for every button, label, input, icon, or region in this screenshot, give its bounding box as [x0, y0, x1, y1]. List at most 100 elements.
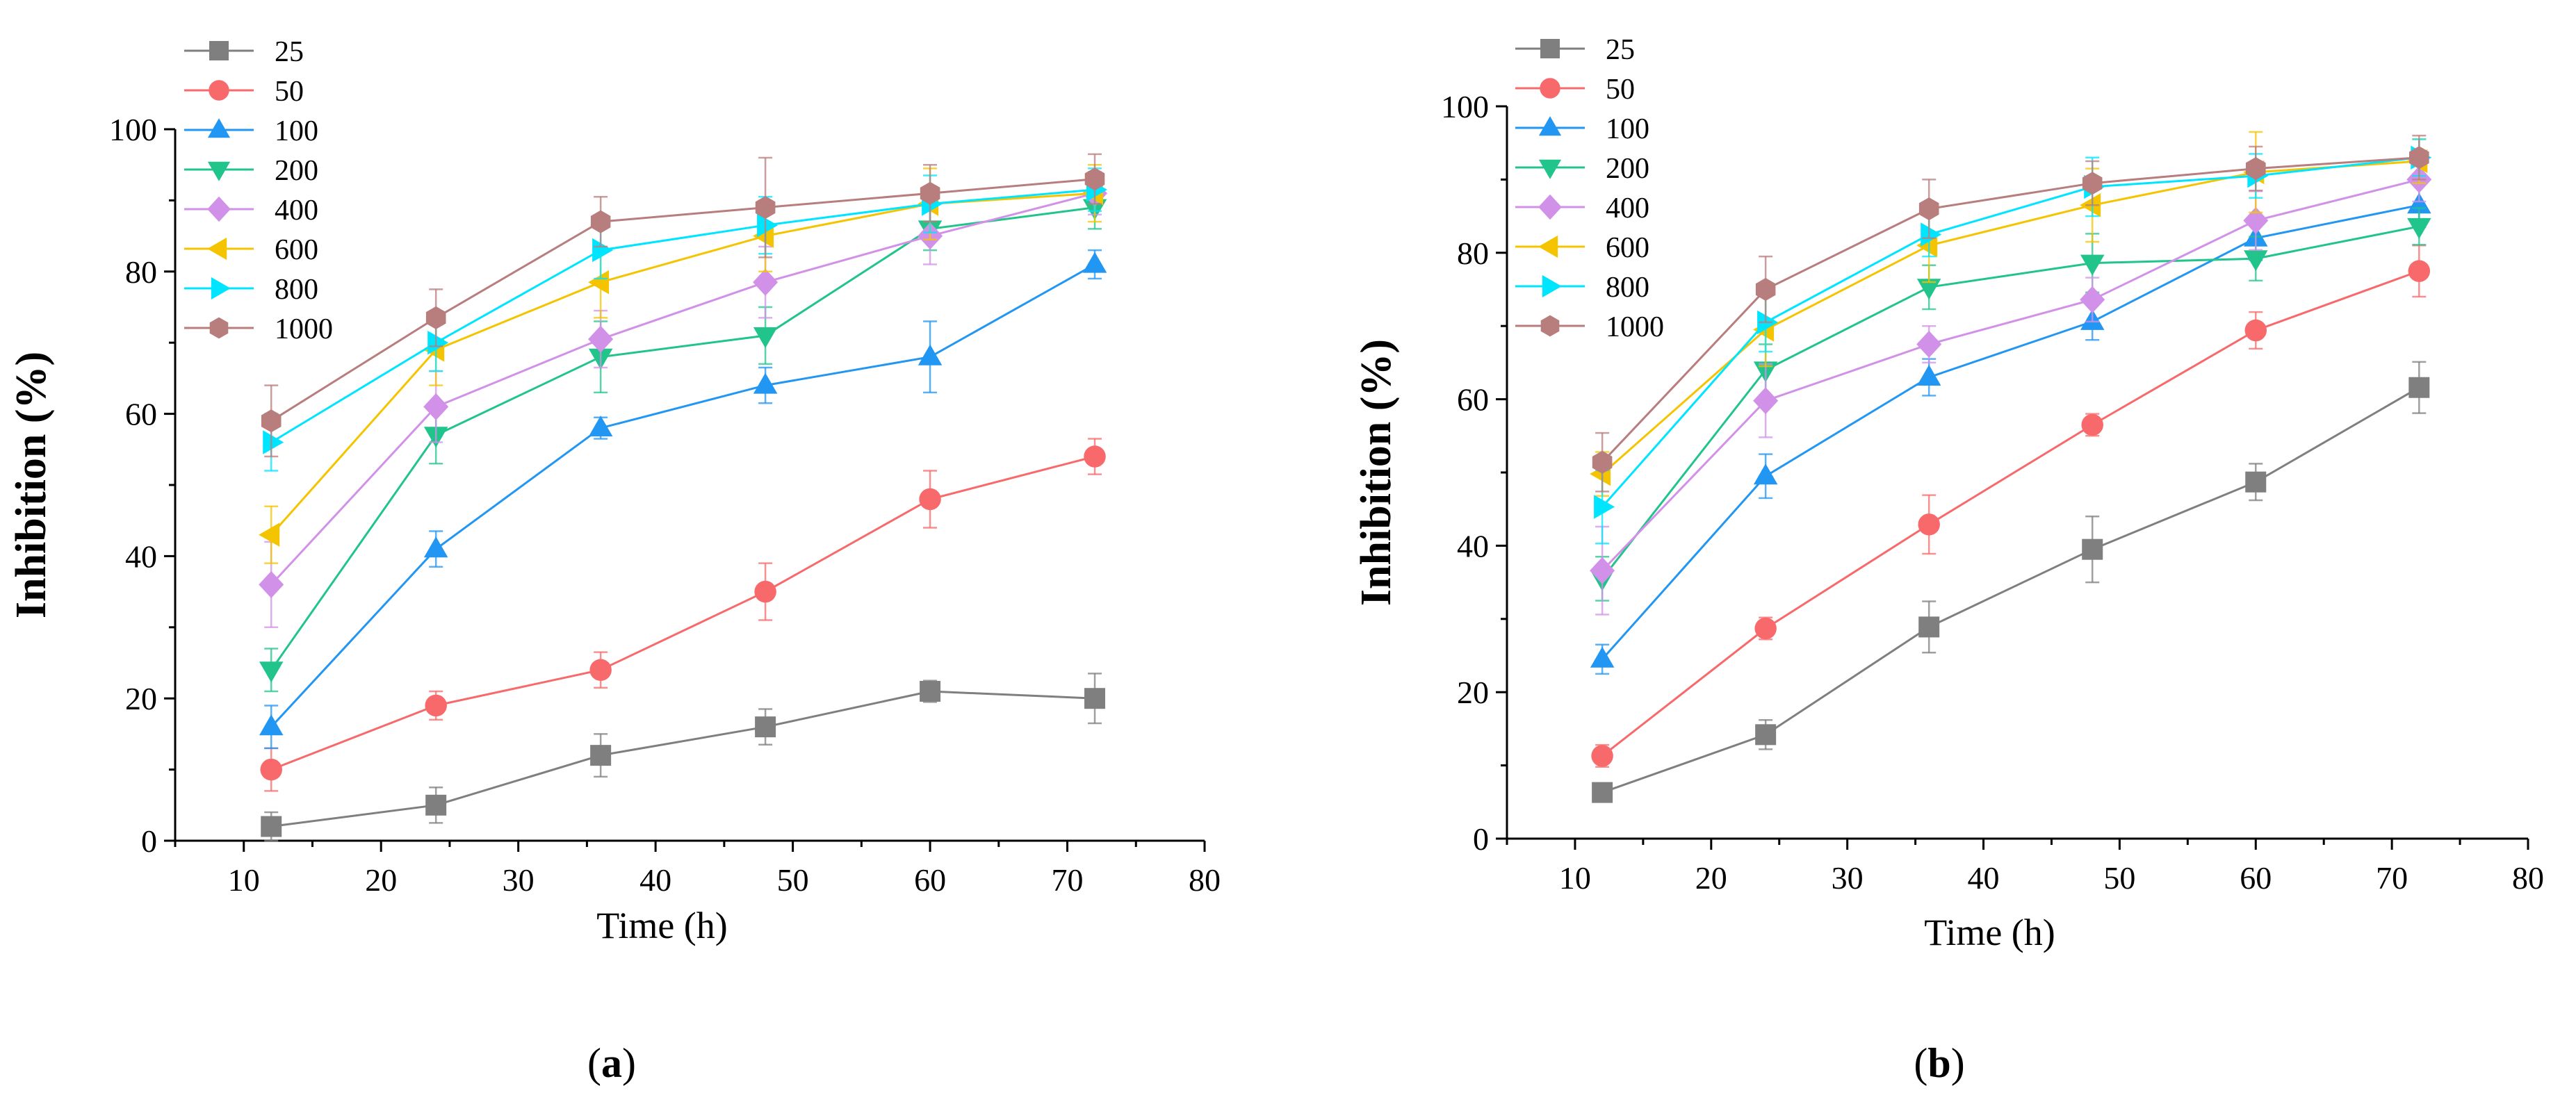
data-point: [2245, 471, 2267, 493]
y-axis-title: Inhibition (%): [8, 352, 55, 618]
legend-marker: [1538, 116, 1562, 136]
data-point: [2243, 206, 2269, 234]
data-point: [261, 409, 282, 433]
x-tick-label: 60: [2240, 860, 2272, 896]
data-point: [1753, 387, 1779, 415]
data-point: [2408, 260, 2431, 282]
data-point: [588, 325, 614, 353]
data-point: [2244, 319, 2267, 342]
data-point: [1590, 646, 1615, 668]
legend-label: 200: [1606, 153, 1649, 185]
x-axis-title: Time (h): [1924, 912, 2055, 953]
series-100: [259, 249, 1107, 750]
legend-label: 25: [1606, 34, 1635, 66]
data-point: [590, 745, 612, 766]
y-tick-label: 20: [1457, 675, 1489, 710]
data-point: [1916, 279, 1941, 300]
data-point: [755, 196, 776, 220]
legend-label: 400: [1606, 192, 1649, 224]
data-point: [2244, 250, 2268, 272]
legend-marker: [1542, 274, 1562, 298]
y-tick-label: 20: [125, 681, 157, 716]
series-line: [1601, 204, 2420, 660]
data-point: [2082, 538, 2103, 560]
panel-label: (b): [1914, 1040, 1964, 1086]
data-point: [1755, 724, 1777, 746]
series-200: [1590, 207, 2431, 602]
legend-marker: [211, 277, 231, 300]
x-tick-label: 30: [1832, 860, 1864, 896]
series-line: [1601, 160, 2420, 475]
x-tick-label: 10: [1559, 860, 1591, 896]
legend: 25 50 100 200 400 600 800 1000: [1515, 34, 1664, 343]
data-point: [1921, 222, 1942, 247]
x-tick-label: 20: [1695, 860, 1727, 896]
x-axis-title: Time (h): [596, 905, 728, 946]
x-tick-label: 30: [503, 862, 535, 898]
series-line: [1601, 386, 2420, 794]
data-point: [2407, 217, 2431, 239]
data-point: [2080, 254, 2105, 276]
data-point: [423, 393, 449, 420]
legend-label: 100: [275, 115, 318, 147]
data-point: [2409, 146, 2429, 170]
legend: 25 50 100 200 400 600 800 1000: [184, 36, 333, 345]
data-point: [259, 570, 284, 598]
series-line: [1601, 178, 2420, 572]
data-point: [425, 306, 446, 329]
legend-label: 1000: [275, 313, 333, 345]
data-point: [753, 327, 778, 348]
legend-label: 600: [1606, 232, 1649, 264]
series-line: [270, 188, 1095, 443]
data-point: [1592, 782, 1613, 803]
panel-letter: a: [601, 1040, 622, 1086]
data-point: [754, 580, 776, 603]
y-tick-label: 80: [1457, 236, 1489, 271]
data-point: [753, 268, 778, 296]
legend-marker: [209, 41, 229, 60]
data-point: [1084, 445, 1106, 468]
series-line: [270, 206, 1095, 671]
x-tick-label: 70: [1052, 862, 1084, 898]
series-line: [270, 178, 1095, 422]
x-tick-label: 20: [365, 862, 397, 898]
data-point: [423, 536, 448, 558]
data-point: [592, 238, 614, 263]
x-tick-label: 10: [228, 862, 260, 898]
data-point: [1918, 616, 1940, 638]
series-line: [270, 192, 1095, 536]
series-25: [261, 673, 1106, 842]
data-point: [918, 344, 943, 365]
y-tick-label: 40: [1457, 528, 1489, 563]
data-point: [920, 680, 941, 702]
legend-marker: [207, 196, 231, 222]
data-point: [2081, 413, 2103, 436]
data-point: [263, 430, 284, 454]
data-point: [1084, 167, 1105, 191]
data-point: [757, 213, 778, 238]
data-point: [1918, 197, 1939, 221]
legend-marker: [209, 317, 229, 339]
legend-marker: [1538, 194, 1562, 220]
x-tick-label: 50: [777, 862, 809, 898]
data-point: [1916, 365, 1941, 386]
series-25: [1592, 361, 2430, 803]
data-point: [588, 270, 610, 295]
data-point: [920, 181, 940, 205]
legend-marker: [1540, 78, 1560, 99]
data-point: [425, 694, 447, 717]
legend-label: 1000: [1606, 311, 1664, 343]
y-tick-label: 60: [1457, 382, 1489, 418]
series-1000: [1592, 134, 2429, 493]
panel-letter: b: [1927, 1040, 1950, 1086]
data-point: [2080, 286, 2105, 313]
legend-marker: [209, 80, 229, 101]
data-point: [755, 716, 776, 738]
legend-marker: [207, 118, 231, 138]
series-50: [1591, 245, 2431, 768]
series-line: [270, 455, 1095, 771]
data-point: [753, 372, 778, 394]
data-point: [1082, 252, 1107, 273]
